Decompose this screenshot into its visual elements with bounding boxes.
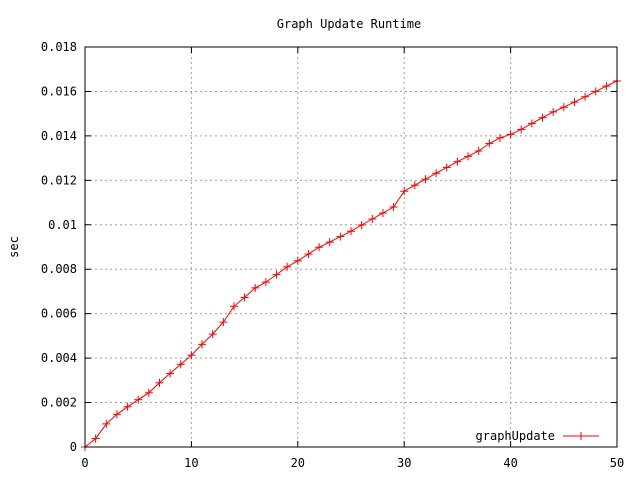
data-point	[570, 98, 579, 107]
data-point	[155, 378, 164, 387]
data-point	[315, 243, 324, 252]
data-point	[527, 119, 536, 128]
data-point	[389, 203, 398, 211]
data-point	[357, 221, 366, 229]
data-point	[251, 283, 260, 292]
data-point	[293, 256, 302, 265]
data-point	[112, 410, 121, 419]
data-point	[123, 402, 132, 411]
data-point	[240, 293, 249, 302]
plot-frame	[84, 46, 618, 448]
chart-title: Graph Update Runtime	[277, 17, 422, 31]
y-tick-label: 0.016	[41, 84, 77, 98]
data-point	[400, 187, 409, 196]
y-tick-label: 0.004	[41, 351, 77, 365]
x-tick-label: 30	[397, 456, 411, 470]
data-point	[549, 107, 558, 116]
y-axis-label: sec	[7, 236, 21, 258]
data-point	[144, 388, 153, 397]
data-point	[421, 175, 430, 184]
data-point	[102, 419, 111, 428]
data-point	[91, 434, 100, 443]
legend: graphUpdate	[476, 429, 599, 443]
y-tick-label: 0.002	[41, 396, 77, 410]
data-point	[591, 87, 600, 96]
data-point	[506, 130, 515, 139]
data-point	[464, 152, 473, 161]
y-tick-label: 0.006	[41, 307, 77, 321]
data-point	[432, 169, 441, 178]
series-layer	[81, 77, 621, 451]
data-point	[559, 103, 568, 112]
x-tick-label: 50	[610, 456, 624, 470]
legend-label: graphUpdate	[476, 429, 555, 443]
data-point	[325, 238, 334, 247]
data-point	[378, 209, 387, 217]
data-point	[187, 351, 196, 360]
x-tick-label: 40	[503, 456, 517, 470]
x-tick-label: 10	[184, 456, 198, 470]
data-point	[208, 330, 217, 339]
y-tick-label: 0.012	[41, 173, 77, 187]
data-point	[538, 113, 547, 122]
data-point	[495, 133, 504, 142]
data-point	[442, 163, 451, 172]
data-point	[336, 232, 345, 241]
y-tick-label: 0.01	[48, 218, 77, 232]
data-point	[474, 147, 483, 155]
data-point	[581, 92, 590, 101]
data-point	[304, 250, 313, 259]
data-point	[485, 139, 494, 148]
grid-lines	[85, 47, 617, 447]
data-point	[368, 215, 377, 223]
data-point	[219, 318, 228, 327]
data-point	[198, 340, 207, 349]
data-point	[453, 157, 462, 166]
data-point	[517, 125, 526, 134]
data-point	[347, 227, 355, 236]
data-point	[166, 369, 175, 378]
data-point	[410, 181, 419, 190]
data-point	[176, 360, 185, 369]
y-tick-label: 0.008	[41, 262, 77, 276]
y-tick-label: 0.018	[41, 40, 77, 54]
y-tick-label: 0.014	[41, 129, 77, 143]
x-tick-label: 20	[291, 456, 305, 470]
legend-marker	[577, 432, 585, 440]
axis-ticks: 0 10 20 30 40 50 0 0.002 0.004 0.006 0.008 0.01 0.01…	[41, 40, 624, 470]
data-point	[261, 278, 270, 287]
data-point	[602, 82, 611, 91]
data-point	[283, 262, 292, 271]
y-tick-label: 0	[70, 440, 77, 454]
x-tick-label: 0	[81, 456, 88, 470]
data-point	[229, 302, 238, 311]
data-point	[134, 395, 143, 404]
data-point	[272, 270, 281, 279]
